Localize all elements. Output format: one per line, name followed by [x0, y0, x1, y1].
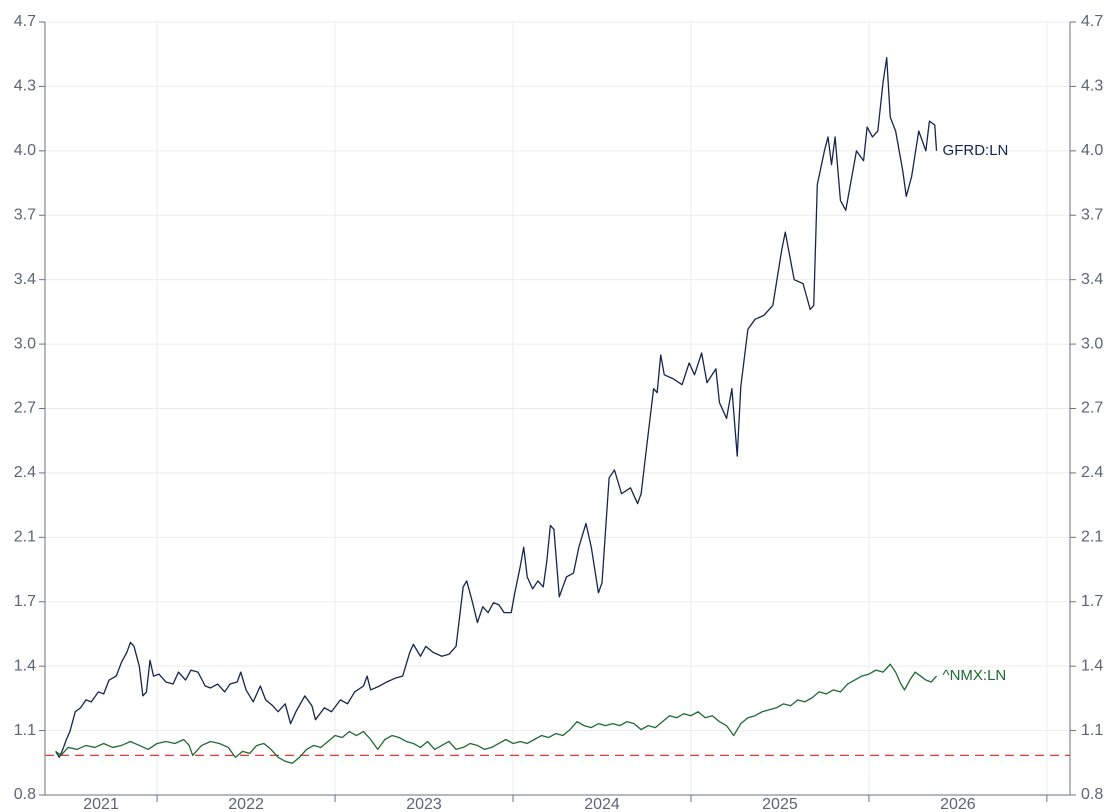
- y-tick-label: 4.7: [14, 13, 36, 30]
- series-line: [55, 57, 938, 758]
- y2-tick-label: 2.1: [1081, 529, 1103, 546]
- y2-tick-label: 1.4: [1081, 657, 1103, 674]
- x-tick-label: 2022: [228, 796, 264, 812]
- y2-tick-label: 1.1: [1081, 722, 1103, 739]
- y-tick-label: 4.3: [14, 78, 36, 95]
- y-tick-label: 2.7: [14, 400, 36, 417]
- series-label: ^NMX:LN: [943, 667, 1007, 684]
- y2-tick-label: 4.7: [1081, 13, 1103, 30]
- y-tick-label: 2.1: [14, 529, 36, 546]
- y2-tick-label: 2.4: [1081, 464, 1103, 481]
- y-tick-label: 4.0: [14, 142, 36, 159]
- y-tick-label: 2.4: [14, 464, 36, 481]
- y-tick-label: 1.1: [14, 722, 36, 739]
- y2-tick-label: 4.0: [1081, 142, 1103, 159]
- y-tick-label: 1.7: [14, 593, 36, 610]
- series-label: GFRD:LN: [943, 142, 1009, 159]
- x-tick-label: 2021: [83, 796, 119, 812]
- x-tick-label: 2026: [940, 796, 976, 812]
- x-tick-label: 2024: [584, 796, 620, 812]
- y2-tick-label: 3.7: [1081, 206, 1103, 223]
- y2-tick-label: 1.7: [1081, 593, 1103, 610]
- y-tick-label: 0.8: [14, 786, 36, 803]
- y-tick-label: 3.4: [14, 271, 36, 288]
- x-tick-label: 2025: [762, 796, 798, 812]
- y2-tick-label: 3.0: [1081, 335, 1103, 352]
- y2-tick-label: 4.3: [1081, 78, 1103, 95]
- series-line: [55, 663, 938, 764]
- y2-tick-label: 0.8: [1081, 786, 1103, 803]
- y-tick-label: 3.0: [14, 335, 36, 352]
- x-tick-label: 2023: [406, 796, 442, 812]
- y2-tick-label: 2.7: [1081, 400, 1103, 417]
- y-tick-label: 3.7: [14, 206, 36, 223]
- y-tick-label: 1.4: [14, 657, 36, 674]
- y2-tick-label: 3.4: [1081, 271, 1103, 288]
